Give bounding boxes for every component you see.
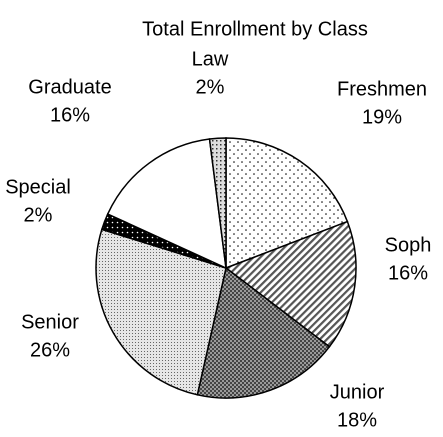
slice-label: Senior (21, 311, 79, 333)
pie-slice (208, 137, 227, 269)
slice-label: Junior (330, 381, 385, 403)
slice-value-label: 2% (24, 204, 53, 226)
pie-slice (225, 137, 349, 270)
slice-label: Graduate (28, 76, 111, 98)
slice-label: Soph (385, 234, 432, 256)
pie-slice (95, 228, 227, 396)
slice-label: Freshmen (337, 78, 427, 100)
pie-slice (106, 138, 227, 270)
slice-value-label: 18% (337, 409, 377, 431)
chart-title: Total Enrollment by Class (142, 18, 368, 40)
slice-value-label: 16% (388, 262, 428, 284)
slice-value-label: 16% (50, 104, 90, 126)
slice-value-label: 19% (362, 106, 402, 128)
slice-value-label: 26% (30, 339, 70, 361)
pie-slice (224, 220, 357, 348)
slice-value-label: 2% (196, 76, 225, 98)
pie-slice (196, 266, 331, 399)
slice-label: Special (5, 176, 71, 198)
slice-label: Law (192, 48, 229, 70)
